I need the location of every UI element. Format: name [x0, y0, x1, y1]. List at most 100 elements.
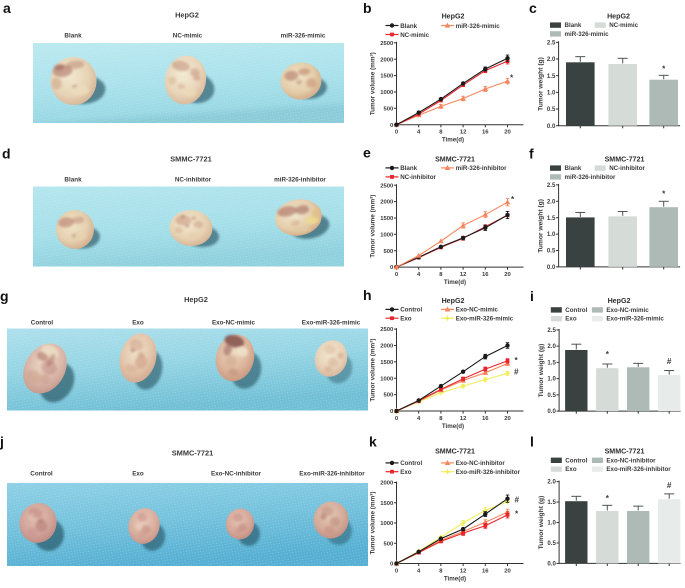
- svg-text:b: b: [363, 0, 372, 16]
- svg-text:#: #: [514, 368, 519, 377]
- svg-text:Time(d): Time(d): [442, 423, 464, 430]
- svg-text:g: g: [0, 288, 9, 304]
- svg-text:16: 16: [482, 130, 489, 136]
- svg-text:500: 500: [383, 393, 394, 399]
- svg-text:miR-326-mimic: miR-326-mimic: [565, 31, 610, 38]
- svg-text:20: 20: [504, 272, 511, 278]
- svg-text:2000: 2000: [380, 481, 394, 487]
- svg-text:*: *: [510, 74, 514, 83]
- svg-text:Tumor volume (mm³): Tumor volume (mm³): [369, 491, 376, 554]
- svg-text:Control: Control: [30, 471, 53, 478]
- svg-text:Exo: Exo: [565, 466, 577, 473]
- svg-text:#: #: [515, 496, 520, 505]
- svg-text:f: f: [529, 146, 534, 162]
- svg-text:Tumor weight (g): Tumor weight (g): [538, 496, 545, 550]
- svg-text:2000: 2000: [380, 200, 394, 206]
- svg-text:0: 0: [390, 265, 394, 271]
- svg-text:NC-mimic: NC-mimic: [609, 22, 638, 29]
- svg-text:2500: 2500: [380, 41, 394, 47]
- svg-text:16: 16: [482, 416, 489, 422]
- svg-text:*: *: [606, 494, 610, 503]
- svg-text:2.0: 2.0: [547, 56, 556, 63]
- svg-text:1000: 1000: [380, 90, 394, 96]
- svg-text:HepG2: HepG2: [607, 13, 630, 21]
- svg-text:1000: 1000: [380, 521, 394, 527]
- svg-text:1.5: 1.5: [547, 73, 556, 80]
- svg-text:Exo-NC-inhibitor: Exo-NC-inhibitor: [456, 460, 506, 467]
- svg-text:c: c: [529, 0, 537, 16]
- svg-text:NC-inhibitor: NC-inhibitor: [609, 165, 645, 172]
- svg-text:8: 8: [439, 568, 443, 574]
- svg-text:Time(d): Time(d): [444, 575, 466, 582]
- svg-text:4: 4: [417, 272, 421, 278]
- svg-text:SMMC-7721: SMMC-7721: [435, 447, 475, 455]
- svg-text:1500: 1500: [380, 216, 394, 222]
- svg-text:SMMC-7721: SMMC-7721: [605, 156, 645, 164]
- svg-text:12: 12: [460, 130, 467, 136]
- svg-text:Control: Control: [31, 320, 54, 327]
- svg-text:2.5: 2.5: [547, 182, 556, 189]
- svg-text:2.0: 2.0: [547, 479, 556, 486]
- svg-text:h: h: [363, 287, 372, 303]
- svg-text:Exo-miR-326-mimic: Exo-miR-326-mimic: [456, 316, 514, 323]
- svg-text:HepG2: HepG2: [184, 295, 208, 304]
- svg-text:e: e: [363, 145, 371, 161]
- svg-text:0: 0: [395, 568, 399, 574]
- svg-text:1.0: 1.0: [547, 231, 556, 238]
- svg-text:*: *: [662, 190, 666, 199]
- svg-text:12: 12: [460, 272, 467, 278]
- svg-text:0.5: 0.5: [547, 540, 556, 547]
- svg-text:*: *: [515, 510, 519, 519]
- svg-text:Blank: Blank: [565, 22, 582, 29]
- svg-text:Exo-miR-326-inhibitor: Exo-miR-326-inhibitor: [299, 471, 365, 478]
- svg-text:16: 16: [482, 272, 489, 278]
- svg-text:2.0: 2.0: [547, 198, 556, 205]
- svg-text:i: i: [530, 288, 534, 304]
- svg-text:4: 4: [417, 130, 421, 136]
- svg-text:Exo: Exo: [565, 316, 577, 323]
- svg-text:2000: 2000: [380, 344, 394, 350]
- svg-text:#: #: [667, 481, 672, 490]
- svg-text:1500: 1500: [380, 360, 394, 366]
- svg-text:0.5: 0.5: [547, 248, 556, 255]
- svg-text:1.5: 1.5: [547, 359, 556, 366]
- svg-text:Time(d): Time(d): [442, 137, 464, 144]
- svg-text:Exo-NC-mimic: Exo-NC-mimic: [456, 307, 499, 314]
- svg-text:HepG2: HepG2: [442, 297, 465, 305]
- svg-text:2.5: 2.5: [547, 39, 556, 46]
- svg-text:SMMC-7721: SMMC-7721: [605, 447, 645, 455]
- svg-text:miR-326-mimic: miR-326-mimic: [456, 23, 501, 30]
- svg-text:Blank: Blank: [64, 33, 82, 40]
- svg-text:12: 12: [460, 568, 467, 574]
- svg-text:Control: Control: [400, 307, 422, 314]
- svg-text:0.0: 0.0: [547, 123, 556, 130]
- svg-text:Tumor weight (g): Tumor weight (g): [537, 199, 544, 253]
- svg-text:0: 0: [390, 562, 394, 568]
- svg-text:Time(d): Time(d): [444, 279, 466, 286]
- svg-text:1.5: 1.5: [547, 499, 556, 506]
- svg-text:Exo: Exo: [132, 320, 144, 327]
- svg-text:0.0: 0.0: [547, 408, 556, 415]
- svg-text:Exo-NC-inhibitor: Exo-NC-inhibitor: [211, 471, 262, 478]
- svg-text:NC-mimic: NC-mimic: [400, 32, 429, 39]
- svg-text:Tumor weight (g): Tumor weight (g): [537, 57, 544, 111]
- svg-text:2000: 2000: [380, 57, 394, 63]
- svg-text:2500: 2500: [380, 183, 394, 189]
- svg-text:1000: 1000: [380, 232, 394, 238]
- svg-text:Blank: Blank: [400, 165, 417, 172]
- svg-text:0: 0: [390, 123, 394, 129]
- svg-text:d: d: [2, 146, 11, 162]
- svg-text:Exo-NC-mimic: Exo-NC-mimic: [606, 307, 649, 314]
- svg-text:Exo: Exo: [400, 469, 412, 476]
- svg-text:NC-inhibitor: NC-inhibitor: [400, 174, 436, 181]
- svg-text:500: 500: [383, 249, 394, 255]
- svg-text:2.0: 2.0: [547, 343, 556, 350]
- svg-text:HepG2: HepG2: [442, 13, 465, 21]
- svg-text:0.5: 0.5: [547, 392, 556, 399]
- svg-text:1000: 1000: [380, 376, 394, 382]
- svg-text:Exo-NC-mimic: Exo-NC-mimic: [212, 320, 256, 327]
- svg-text:*: *: [606, 350, 610, 359]
- svg-text:NC-inhibitor: NC-inhibitor: [175, 177, 212, 184]
- svg-text:Blank: Blank: [64, 177, 82, 184]
- svg-text:Control: Control: [565, 307, 587, 314]
